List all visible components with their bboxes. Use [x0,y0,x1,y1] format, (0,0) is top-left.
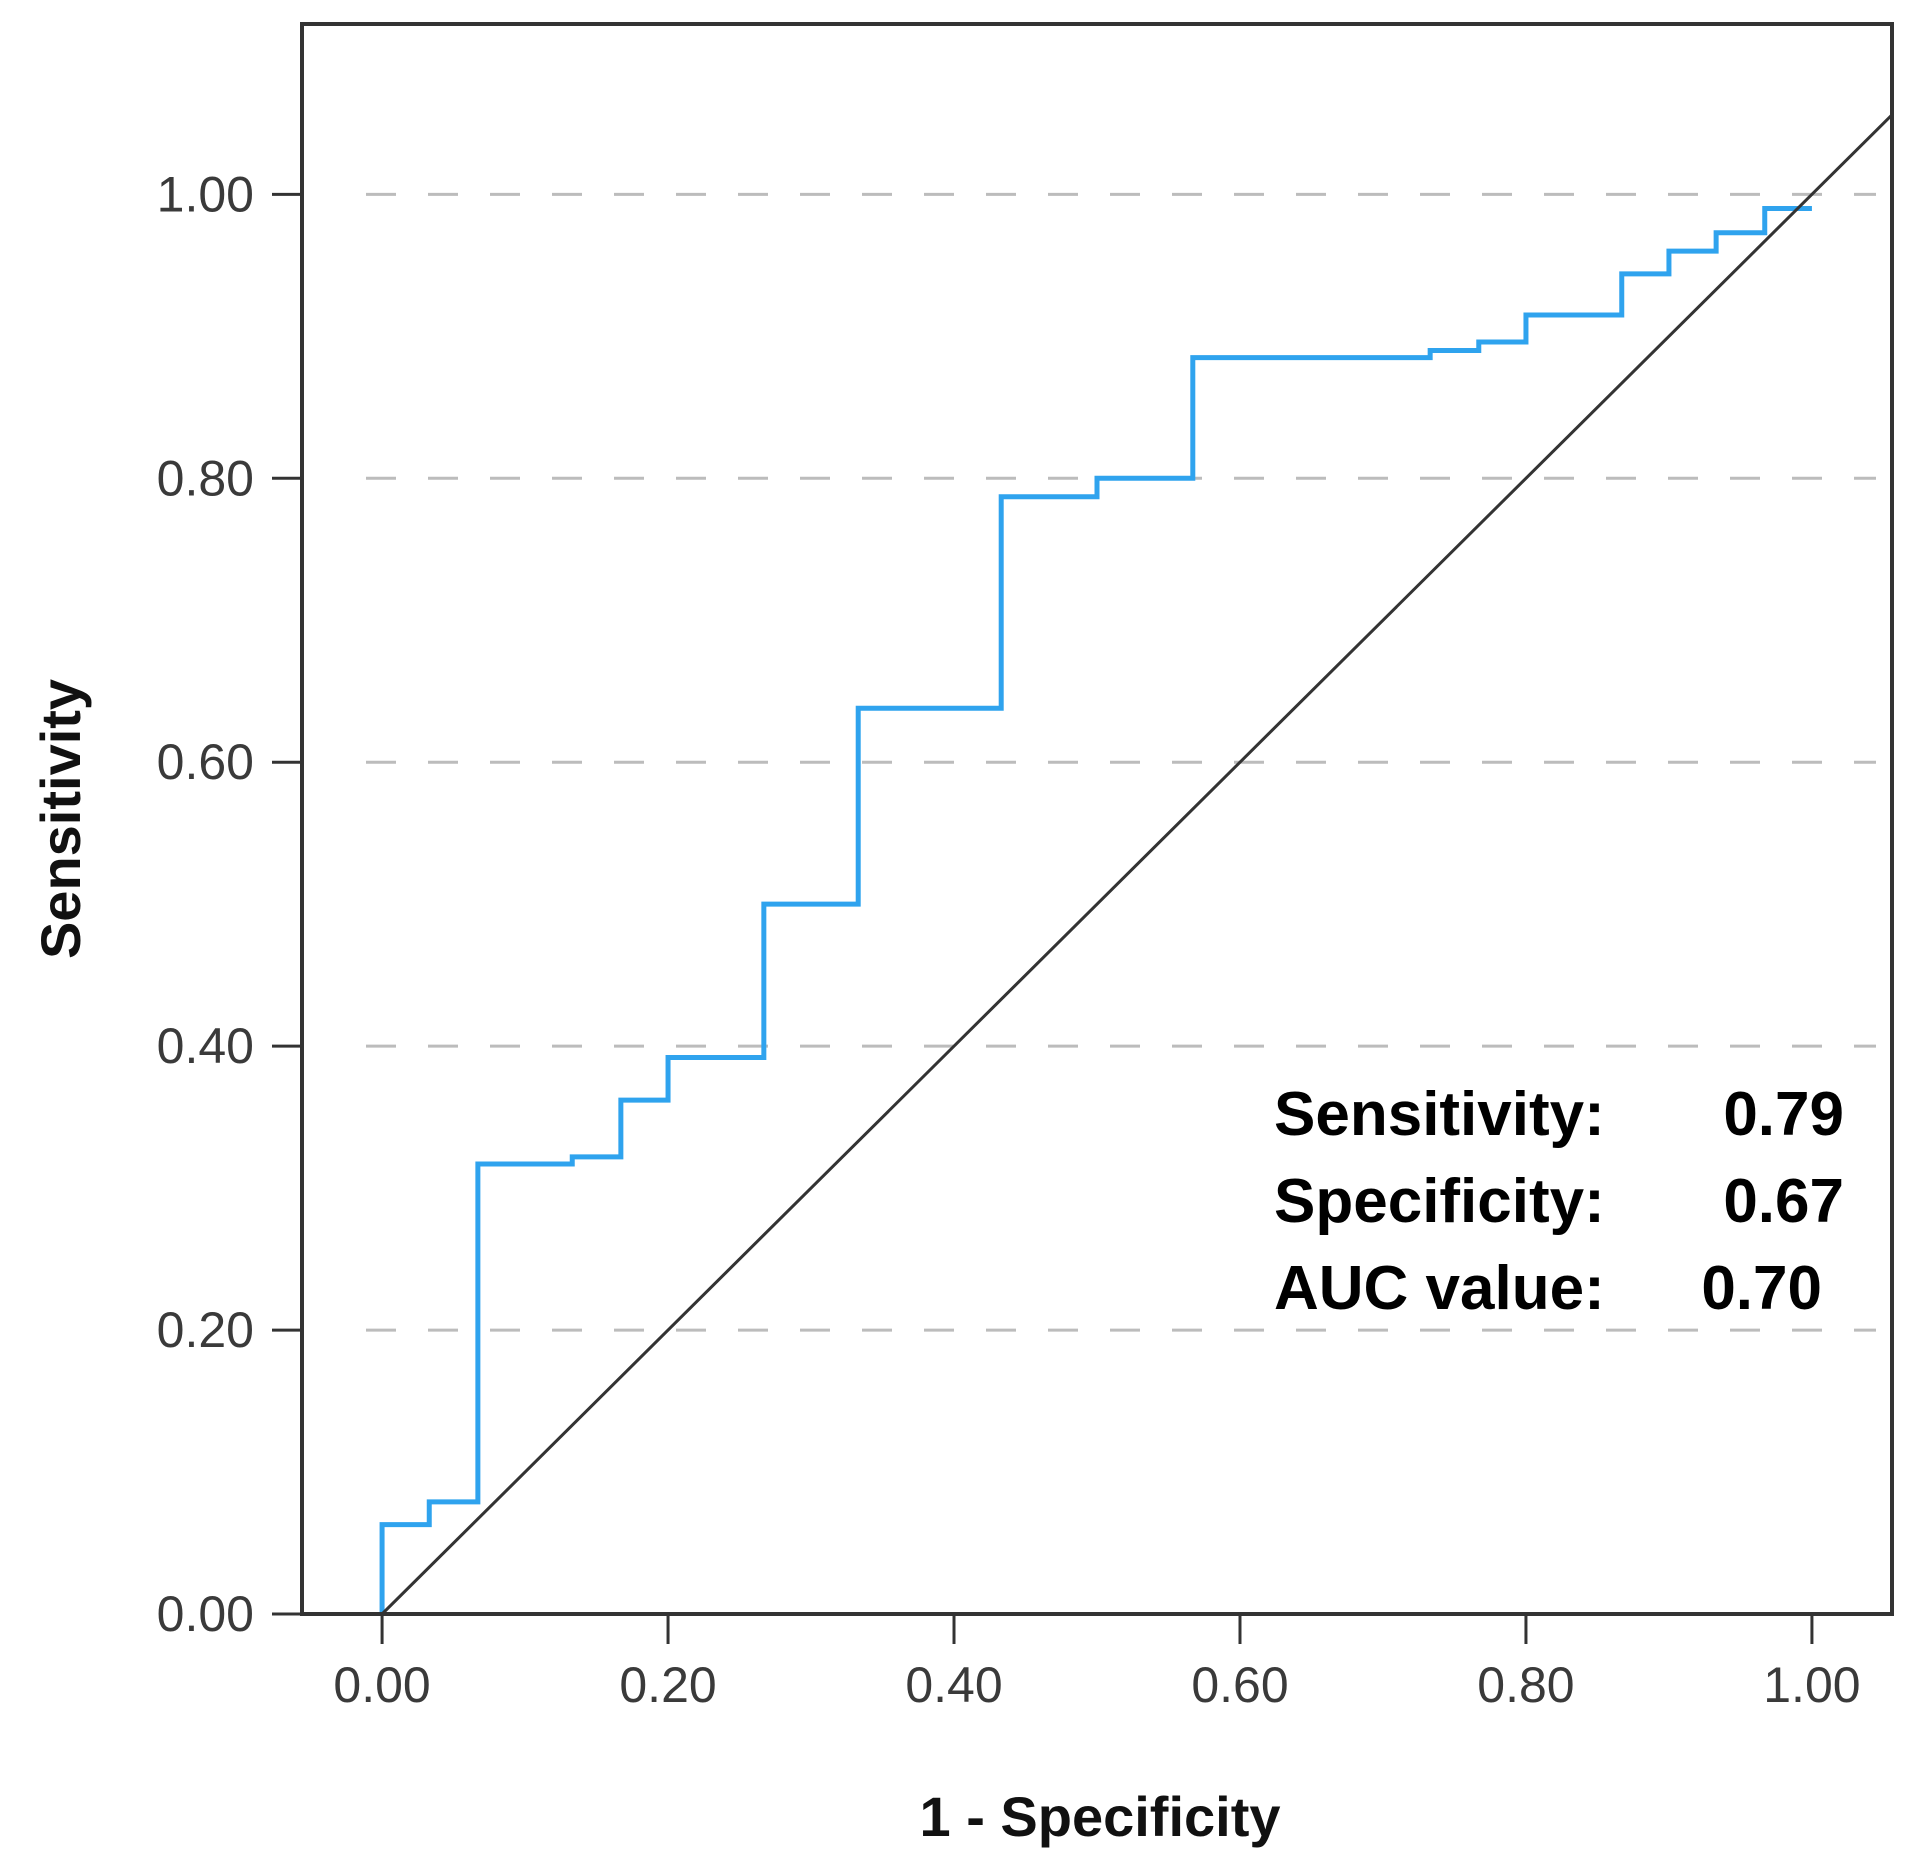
axis-ticks: 0.00 0.20 0.40 0.60 0.80 1.00 0.00 0.20 0.40 0.60… [157,166,1861,1713]
series-layer [379,113,1894,1616]
x-tick-label: 0.80 [1477,1657,1574,1713]
y-tick-label: 0.40 [157,1018,254,1074]
y-tick-label: 1.00 [157,166,254,222]
y-tick-label: 0.60 [157,734,254,790]
y-tick-label: 0.00 [157,1586,254,1642]
x-tick-label: 0.40 [905,1657,1002,1713]
metrics-annotation: Sensitivity: 0.79 Specificity: 0.67 AUC … [1274,1080,1844,1323]
x-tick-label: 1.00 [1763,1657,1860,1713]
auc-value: 0.70 [1701,1254,1822,1323]
x-tick-label: 0.00 [333,1657,430,1713]
auc-label: AUC value: [1274,1254,1605,1323]
x-tick-label: 0.60 [1191,1657,1288,1713]
x-axis-title: 1 - Specificity [919,1785,1280,1848]
sensitivity-label: Sensitivity: [1274,1080,1605,1149]
y-axis-title: Sensitivity [29,679,92,959]
sensitivity-value: 0.79 [1723,1080,1844,1149]
specificity-value: 0.67 [1723,1167,1844,1236]
y-tick-label: 0.20 [157,1302,254,1358]
reference-diagonal-line [381,113,1894,1616]
plot-frame [300,22,1894,1616]
x-tick-label: 0.20 [619,1657,716,1713]
roc-curve-line [379,206,1812,1614]
y-tick-label: 0.80 [157,450,254,506]
specificity-label: Specificity: [1274,1167,1605,1236]
